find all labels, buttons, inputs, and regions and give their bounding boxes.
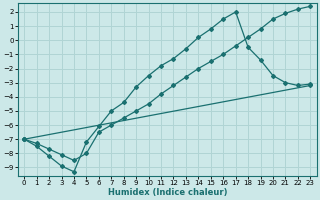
X-axis label: Humidex (Indice chaleur): Humidex (Indice chaleur) <box>108 188 227 197</box>
